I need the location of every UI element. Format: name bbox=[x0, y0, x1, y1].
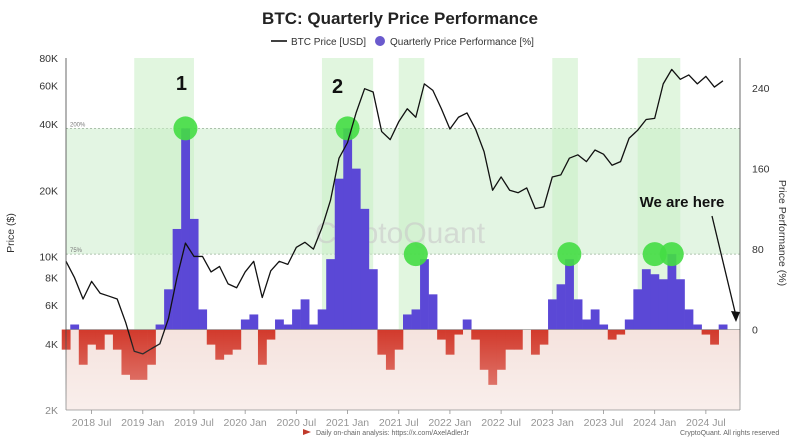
legend: BTC Price [USD] Quarterly Price Performa… bbox=[271, 36, 534, 48]
performance-bar bbox=[249, 314, 259, 330]
legend-price-label: BTC Price [USD] bbox=[291, 37, 366, 48]
performance-bar bbox=[283, 324, 293, 330]
performance-bar bbox=[548, 299, 557, 330]
performance-bar bbox=[198, 309, 208, 330]
performance-bar bbox=[292, 309, 301, 330]
performance-bar bbox=[326, 259, 336, 330]
performance-bar bbox=[667, 254, 677, 330]
peak-marker-4 bbox=[642, 242, 667, 267]
performance-bar bbox=[658, 279, 668, 330]
performance-bar bbox=[309, 324, 318, 330]
performance-bar bbox=[275, 319, 284, 330]
y-left-tick-label: 6K bbox=[45, 300, 58, 312]
performance-bar bbox=[624, 319, 634, 330]
band-label-1: 75% bbox=[70, 248, 83, 254]
bottom-fade-overlay bbox=[0, 330, 800, 437]
band-label-0: 200% bbox=[70, 122, 86, 128]
performance-bar bbox=[633, 289, 643, 330]
performance-bar bbox=[411, 309, 421, 330]
performance-bar bbox=[462, 319, 472, 330]
peak-marker-1 bbox=[335, 116, 360, 141]
annotation-1: 1 bbox=[176, 73, 187, 95]
y-axis-left-label: Price ($) bbox=[5, 213, 17, 253]
performance-bar bbox=[582, 319, 591, 330]
y-right-tick-label: 160 bbox=[752, 164, 770, 176]
performance-bar bbox=[403, 314, 412, 330]
y-left-tick-label: 8K bbox=[45, 273, 58, 285]
legend-dot-swatch bbox=[375, 36, 385, 46]
performance-bar bbox=[573, 299, 583, 330]
performance-bar bbox=[155, 324, 165, 330]
performance-bar bbox=[300, 299, 310, 330]
performance-bar bbox=[428, 294, 438, 330]
performance-bar bbox=[420, 259, 429, 330]
peak-marker-3 bbox=[557, 242, 582, 267]
footer-arrow-icon bbox=[303, 429, 311, 435]
annotation-arrow-head bbox=[731, 311, 740, 322]
performance-bar bbox=[693, 324, 702, 330]
performance-bar bbox=[368, 269, 378, 330]
performance-bar bbox=[684, 309, 694, 330]
performance-bar bbox=[334, 178, 344, 330]
y-left-tick-label: 40K bbox=[39, 119, 58, 131]
performance-bar bbox=[641, 269, 651, 330]
performance-bar bbox=[181, 128, 191, 330]
footer-copyright: CryptoQuant. All rights reserved bbox=[680, 430, 779, 437]
performance-bar bbox=[360, 208, 370, 330]
legend-performance-label: Quarterly Price Performance [%] bbox=[390, 37, 534, 48]
y-right-tick-label: 240 bbox=[752, 83, 770, 95]
performance-bar bbox=[317, 309, 327, 330]
performance-bar bbox=[351, 168, 361, 330]
performance-bar bbox=[343, 128, 353, 330]
annotation-we-are-here: We are here bbox=[640, 194, 725, 211]
peak-marker-0 bbox=[173, 116, 198, 141]
y-right-tick-label: 80 bbox=[752, 244, 764, 256]
chart-title: BTC: Quarterly Price Performance bbox=[262, 9, 538, 28]
performance-bar bbox=[599, 324, 609, 330]
performance-bar bbox=[565, 259, 574, 330]
y-axis-right-label: Price Performance (%) bbox=[776, 180, 788, 286]
performance-bar bbox=[676, 279, 685, 330]
peak-marker-2 bbox=[403, 242, 428, 267]
performance-bar bbox=[189, 218, 199, 330]
price-line bbox=[65, 68, 724, 355]
annotation-arrow-line bbox=[711, 215, 737, 317]
plot-area: 200%75%CryptoQuant80K60K40K20K10K8K6K4K2… bbox=[0, 53, 800, 437]
performance-bar bbox=[164, 289, 173, 330]
performance-bar bbox=[70, 324, 80, 330]
footer-source: Daily on-chain analysis: https://x.com/A… bbox=[316, 430, 470, 437]
y-left-tick-label: 10K bbox=[39, 251, 58, 263]
performance-bar bbox=[590, 309, 600, 330]
performance-bar bbox=[240, 319, 250, 330]
annotation-2: 2 bbox=[332, 76, 343, 98]
y-left-tick-label: 60K bbox=[39, 80, 58, 92]
performance-bar bbox=[650, 274, 660, 330]
peak-marker-5 bbox=[659, 242, 684, 267]
y-left-tick-label: 80K bbox=[39, 53, 58, 65]
y-left-tick-label: 20K bbox=[39, 185, 58, 197]
performance-bar bbox=[718, 324, 728, 330]
performance-bar bbox=[556, 284, 566, 330]
